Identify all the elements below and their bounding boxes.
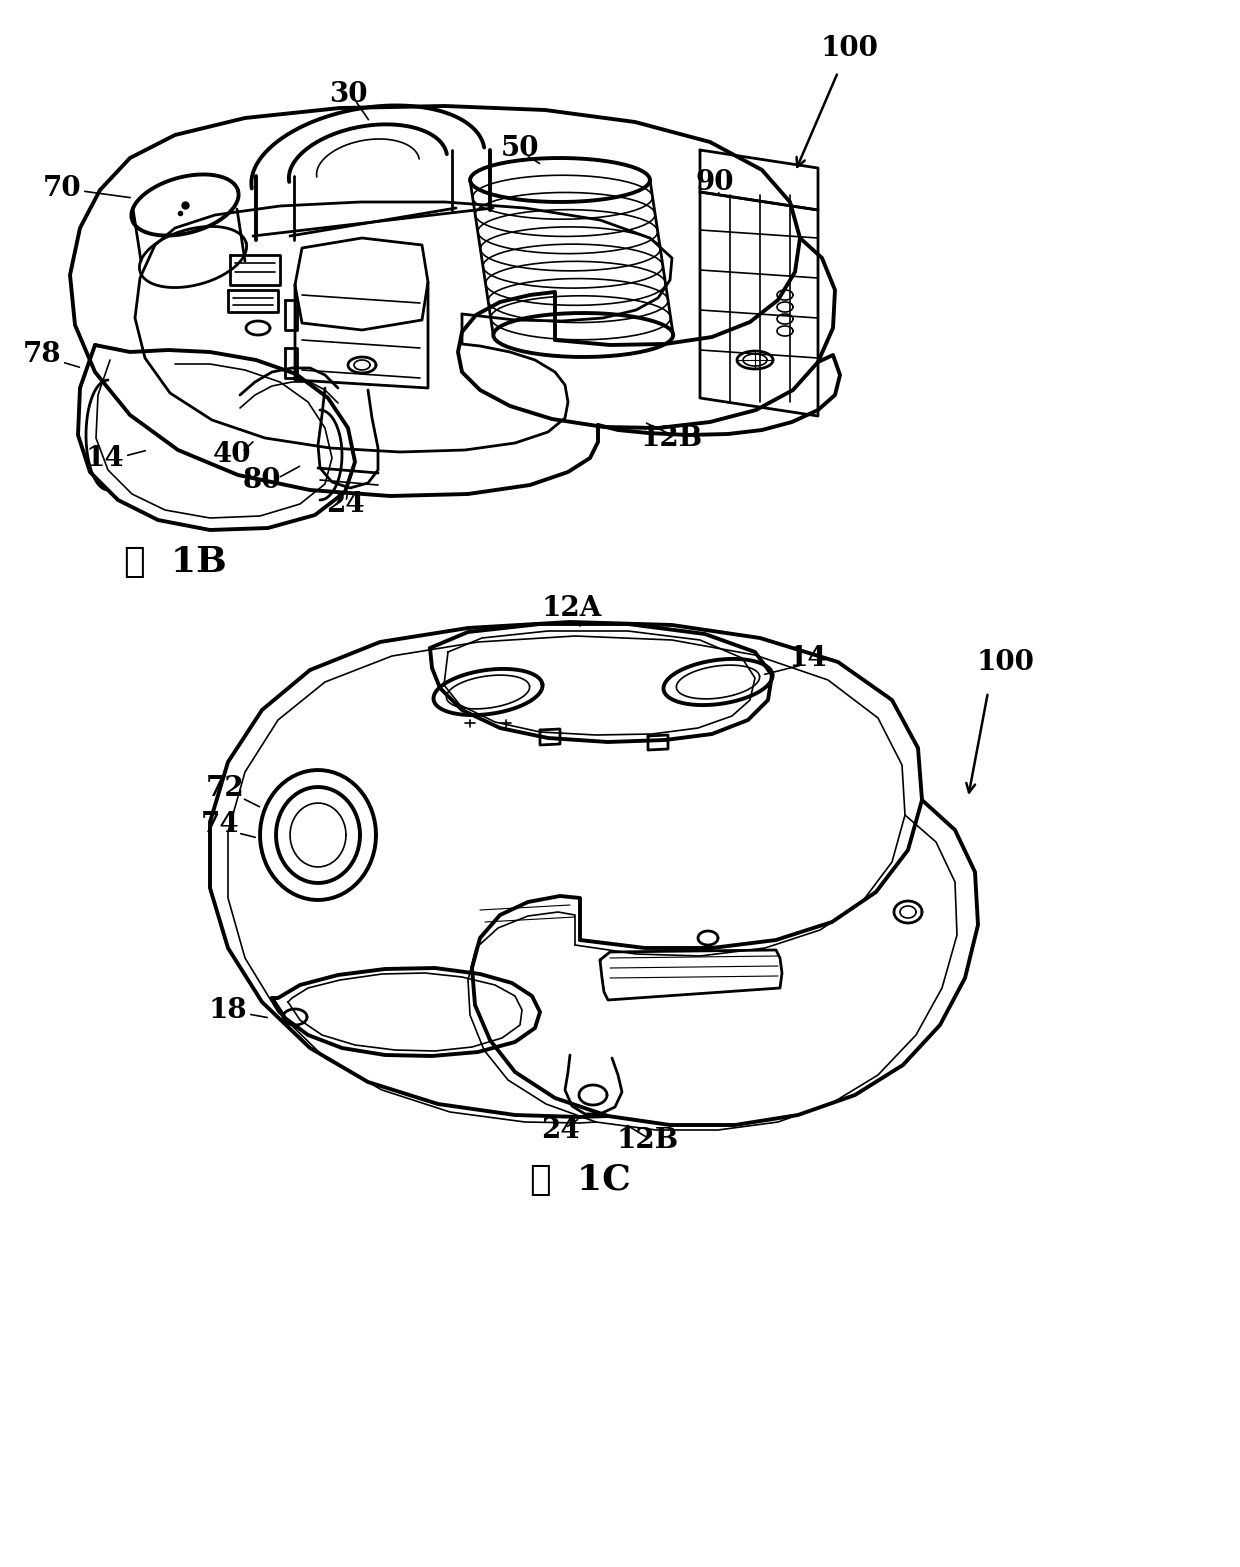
Text: 100: 100 [821, 34, 879, 61]
Text: 30: 30 [329, 80, 367, 108]
Text: 100: 100 [976, 649, 1034, 675]
Text: 14: 14 [86, 445, 124, 472]
Text: 图  1C: 图 1C [529, 1163, 630, 1197]
Text: 12B: 12B [641, 425, 703, 451]
Text: 40: 40 [213, 442, 252, 469]
Text: 12A: 12A [542, 594, 603, 622]
Text: 50: 50 [501, 135, 539, 161]
Text: 74: 74 [201, 812, 239, 838]
Text: 14: 14 [789, 644, 827, 672]
Text: 90: 90 [696, 169, 734, 196]
Text: 80: 80 [243, 467, 281, 494]
Text: 12B: 12B [618, 1127, 680, 1153]
Text: 24: 24 [541, 1117, 579, 1144]
Text: 72: 72 [206, 774, 244, 801]
Text: 24: 24 [326, 492, 365, 519]
Text: 图  1B: 图 1B [124, 545, 227, 578]
Text: 78: 78 [22, 342, 61, 368]
Text: 18: 18 [208, 997, 247, 1023]
Text: 70: 70 [42, 174, 82, 202]
